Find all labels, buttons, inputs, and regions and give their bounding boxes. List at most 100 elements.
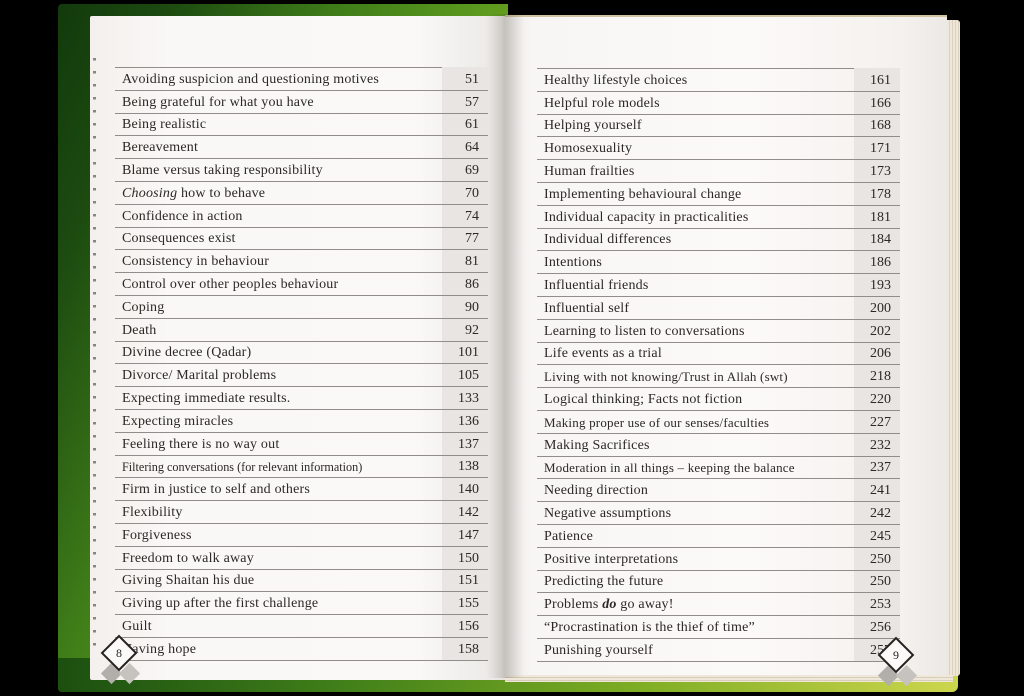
toc-row: Individual differences 184 xyxy=(537,229,900,252)
toc-entry-page-number: 227 xyxy=(870,414,891,430)
toc-row: Avoiding suspicion and questioning motiv… xyxy=(115,68,488,91)
toc-entry-title: Confidence in action xyxy=(122,208,243,224)
toc-row: Helping yourself 168 xyxy=(537,115,900,138)
toc-list-left: Avoiding suspicion and questioning motiv… xyxy=(115,67,488,661)
toc-entry-page-number: 158 xyxy=(458,641,479,657)
toc-entry-title: Individual differences xyxy=(544,232,672,248)
toc-entry-title: “Procrastination is the thief of time” xyxy=(544,619,755,635)
toc-entry-title: Helping yourself xyxy=(544,118,642,134)
toc-entry-title: Helpful role models xyxy=(544,95,660,111)
toc-row: Negative assumptions 242 xyxy=(537,502,900,525)
toc-entry-title: Giving up after the first challenge xyxy=(122,596,319,612)
toc-row: Flexibility 142 xyxy=(115,501,488,524)
toc-entry-page-number: 171 xyxy=(870,141,891,157)
toc-row: Predicting the future 250 xyxy=(537,571,900,594)
toc-row: Having hope 158 xyxy=(115,638,488,661)
toc-entry-page-number: 173 xyxy=(870,163,891,179)
toc-entry-page-number: 69 xyxy=(465,162,479,178)
toc-entry-page-number: 202 xyxy=(870,323,891,339)
toc-entry-page-number: 61 xyxy=(465,117,479,133)
toc-entry-page-number: 140 xyxy=(458,482,479,498)
toc-row: Making proper use of our senses/facultie… xyxy=(537,411,900,434)
toc-entry-title: Logical thinking; Facts not fiction xyxy=(544,391,743,407)
toc-entry-title: Needing direction xyxy=(544,483,649,499)
toc-row: Divine decree (Qadar) 101 xyxy=(115,342,488,365)
toc-entry-title: Making proper use of our senses/facultie… xyxy=(544,414,770,430)
toc-row: Individual capacity in practicalities 181 xyxy=(537,206,900,229)
toc-entry-page-number: 92 xyxy=(465,322,479,338)
toc-entry-page-number: 186 xyxy=(870,255,891,271)
toc-entry-page-number: 184 xyxy=(870,232,891,248)
toc-row: Positive interpretations 250 xyxy=(537,548,900,571)
toc-entry-page-number: 64 xyxy=(465,140,479,156)
toc-entry-page-number: 232 xyxy=(870,437,891,453)
toc-row: Giving up after the first challenge 155 xyxy=(115,592,488,616)
toc-entry-title: Expecting immediate results. xyxy=(122,390,291,406)
toc-row: Coping 90 xyxy=(115,296,488,319)
toc-row: Death 92 xyxy=(115,319,488,342)
toc-entry-title: Giving Shaitan his due xyxy=(122,573,255,589)
toc-entry-page-number: 142 xyxy=(458,504,479,520)
page-number-marker-right: 9 xyxy=(872,636,926,692)
toc-row: Helpful role models 166 xyxy=(537,92,900,115)
toc-entry-page-number: 245 xyxy=(870,528,891,544)
toc-row: Expecting immediate results. 133 xyxy=(115,387,488,410)
toc-entry-page-number: 241 xyxy=(870,483,891,499)
toc-row: Punishing yourself257 xyxy=(537,639,900,662)
toc-list-right: Healthy lifestyle choices 161 Helpful role… xyxy=(537,68,900,662)
toc-entry-page-number: 150 xyxy=(458,550,479,566)
toc-entry-page-number: 81 xyxy=(465,254,479,270)
toc-entry-page-number: 86 xyxy=(465,276,479,292)
toc-entry-page-number: 137 xyxy=(458,436,479,452)
toc-entry-title: Problems do go away! xyxy=(544,597,674,613)
toc-entry-title: Having hope xyxy=(122,641,197,657)
toc-entry-title: Avoiding suspicion and questioning motiv… xyxy=(122,71,380,87)
toc-entry-title: Homosexuality xyxy=(544,141,633,157)
toc-entry-page-number: 250 xyxy=(870,551,891,567)
toc-entry-title: Punishing yourself xyxy=(544,642,653,658)
toc-entry-title: Forgiveness xyxy=(122,527,192,543)
toc-row: Freedom to walk away 150 xyxy=(115,547,488,570)
toc-entry-page-number: 138 xyxy=(458,459,479,475)
toc-row: Confidence in action 74 xyxy=(115,205,488,228)
toc-entry-title: Freedom to walk away xyxy=(122,550,254,566)
toc-entry-page-number: 155 xyxy=(458,596,479,612)
toc-entry-page-number: 57 xyxy=(465,94,479,110)
toc-entry-title: Intentions xyxy=(544,255,602,271)
toc-entry-title: Blame versus taking responsibility xyxy=(122,162,323,178)
toc-row: Influential self 200 xyxy=(537,297,900,320)
toc-entry-page-number: 133 xyxy=(458,390,479,406)
toc-entry-title: Implementing behavioural change xyxy=(544,186,742,202)
toc-row: Forgiveness 147 xyxy=(115,524,488,547)
toc-entry-title: Living with not knowing/Trust in Allah (… xyxy=(544,369,788,385)
toc-row: Human frailties 173 xyxy=(537,160,900,183)
toc-entry-page-number: 200 xyxy=(870,300,891,316)
toc-entry-page-number: 70 xyxy=(465,185,479,201)
toc-entry-page-number: 181 xyxy=(870,209,891,225)
toc-row: Consistency in behaviour 81 xyxy=(115,250,488,274)
toc-row: Life events as a trial 206 xyxy=(537,343,900,366)
toc-entry-page-number: 218 xyxy=(870,369,891,385)
toc-row: Feeling there is no way out 137 xyxy=(115,433,488,456)
toc-entry-page-number: 237 xyxy=(870,460,891,476)
toc-entry-title: Positive interpretations xyxy=(544,551,679,567)
toc-entry-title: Control over other peoples behaviour xyxy=(122,276,339,292)
toc-entry-page-number: 178 xyxy=(870,186,891,202)
page-stack-edge-right xyxy=(947,20,960,676)
toc-row: Control over other peoples behaviour 86 xyxy=(115,273,488,296)
toc-row: Consequences exist 77 xyxy=(115,228,488,251)
page-number-marker-left: 8 xyxy=(95,634,149,690)
toc-entry-page-number: 250 xyxy=(870,574,891,590)
toc-entry-title: Influential friends xyxy=(544,277,649,293)
toc-entry-title: Influential self xyxy=(544,300,630,316)
toc-row: Learning to listen to conversations 202 xyxy=(537,320,900,343)
toc-entry-title: Negative assumptions xyxy=(544,505,672,521)
toc-entry-title: Divine decree (Qadar) xyxy=(122,345,252,361)
toc-entry-title: Guilt xyxy=(122,618,152,634)
toc-row: Choosing how to behave 70 xyxy=(115,182,488,205)
toc-entry-title: Consistency in behaviour xyxy=(122,254,270,270)
toc-row: Expecting miracles 136 xyxy=(115,410,488,433)
toc-entry-page-number: 147 xyxy=(458,527,479,543)
toc-entry-page-number: 242 xyxy=(870,505,891,521)
toc-entry-title: Human frailties xyxy=(544,163,635,179)
